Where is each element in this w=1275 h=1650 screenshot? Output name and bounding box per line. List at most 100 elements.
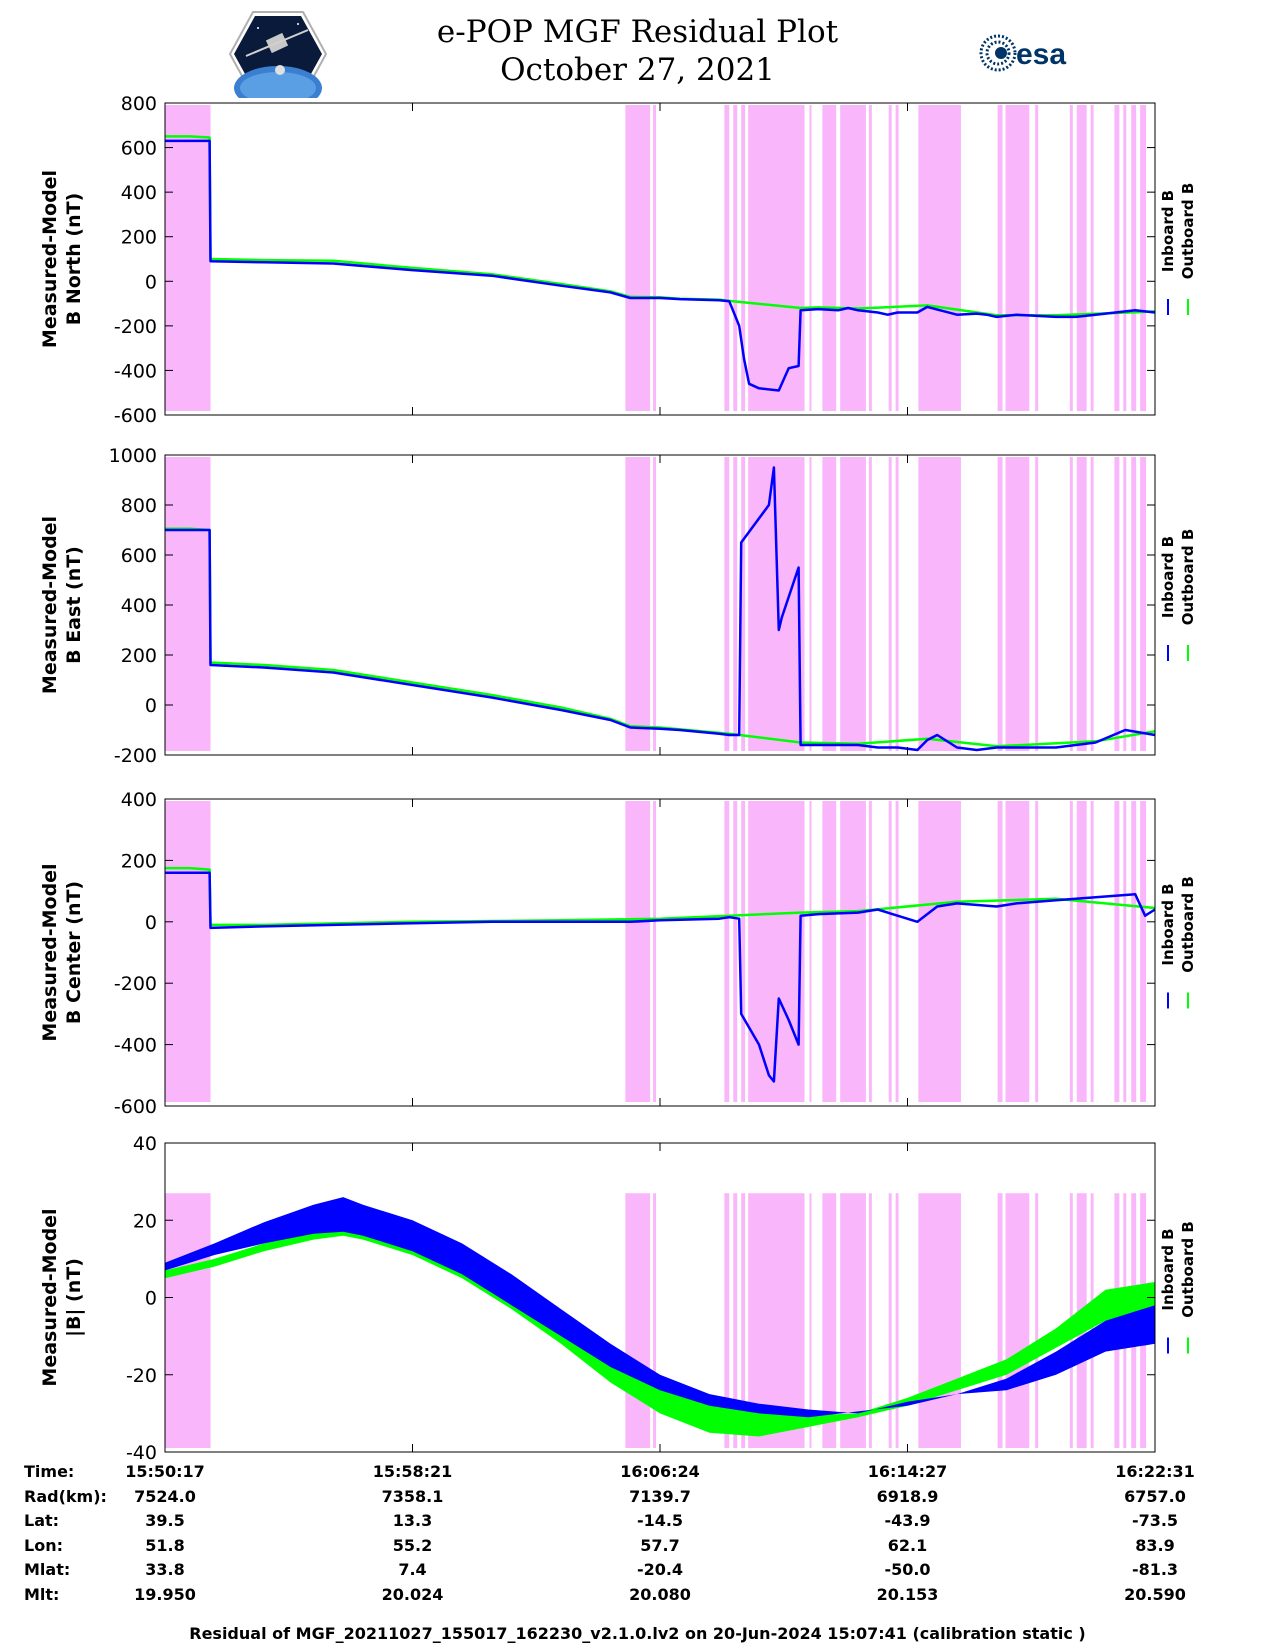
shaded-interval — [888, 801, 892, 1102]
y-axis-label: Measured-Model — [39, 170, 61, 348]
panel-3: -600 -400 -200 0 200 400 Measured-Model B Cente… — [39, 789, 1197, 1118]
shaded-interval — [1076, 457, 1087, 751]
y-axis-label: |B| (nT) — [63, 1258, 85, 1337]
y-tick-label: -600 — [114, 405, 157, 427]
ephemeris-value: 6757.0 — [1124, 1486, 1186, 1506]
panel-1: -600 -400 -200 0 200 400 600 800 Measured-Model B… — [39, 93, 1197, 427]
shaded-interval — [868, 105, 872, 411]
shaded-interval — [165, 105, 211, 411]
shaded-interval — [1114, 801, 1120, 1102]
shaded-interval — [888, 457, 892, 751]
ephemeris-value: -14.5 — [636, 1511, 684, 1530]
shaded-interval — [895, 1193, 899, 1448]
shaded-interval — [165, 457, 211, 751]
shaded-interval — [1123, 457, 1127, 751]
ephemeris-value: 33.8 — [145, 1560, 185, 1579]
shaded-interval — [840, 1193, 866, 1448]
ephemeris-value: 16:22:31 — [1115, 1462, 1195, 1481]
ephemeris-row-label: Lon: — [24, 1535, 63, 1555]
ephemeris-row-label: Lat: — [24, 1511, 60, 1530]
shaded-interval — [1114, 457, 1120, 751]
shaded-interval — [748, 457, 805, 751]
y-tick-label: -200 — [114, 745, 157, 767]
shaded-interval — [1005, 457, 1030, 751]
shaded-interval — [1005, 105, 1030, 411]
shaded-interval — [1069, 457, 1073, 751]
ephemeris-value: 7524.0 — [134, 1486, 196, 1506]
shaded-interval — [733, 105, 738, 411]
legend-label: Outboard B — [1179, 1221, 1197, 1318]
ephemeris-value: -81.3 — [1131, 1560, 1179, 1579]
shaded-interval — [1123, 105, 1127, 411]
shaded-interval — [625, 105, 651, 411]
ephemeris-value: 20.153 — [876, 1584, 939, 1604]
legend-label: Outboard B — [1179, 876, 1197, 973]
ephemeris-value: 20.590 — [1124, 1584, 1186, 1604]
y-tick-label: -200 — [114, 316, 157, 338]
panel-4: -40 -20 0 20 40 Measured-Model |B| (nT) Inboard… — [39, 1133, 1197, 1460]
shaded-interval — [741, 105, 746, 411]
shaded-interval — [1090, 105, 1094, 411]
ephemeris-value: 7358.1 — [381, 1486, 444, 1506]
ephemeris-value: 16:06:24 — [620, 1462, 700, 1481]
shaded-interval — [1114, 105, 1120, 411]
legend-label: Outboard B — [1179, 529, 1197, 626]
shaded-interval — [1035, 457, 1039, 751]
ephemeris-value: 83.9 — [1135, 1535, 1175, 1555]
y-tick-label: 400 — [121, 595, 157, 617]
shaded-interval — [822, 457, 837, 751]
y-tick-label: 0 — [145, 271, 157, 293]
ephemeris-value: -73.5 — [1131, 1511, 1179, 1530]
ephemeris-row-label: Time: — [24, 1462, 75, 1481]
shaded-interval — [741, 457, 746, 751]
y-tick-label: 0 — [145, 1288, 157, 1310]
shaded-interval — [625, 457, 651, 751]
shaded-interval — [741, 801, 746, 1102]
shaded-interval — [625, 801, 651, 1102]
legend-label: Inboard B — [1159, 1228, 1177, 1310]
shaded-interval — [653, 457, 657, 751]
shaded-interval — [1076, 801, 1087, 1102]
series-line-inboard-b — [165, 466, 1156, 752]
shaded-interval — [895, 801, 899, 1102]
ephemeris-value: 15:50:17 — [125, 1462, 205, 1481]
series-line-inboard-b — [165, 871, 1156, 1083]
y-axis-label: B East (nT) — [63, 546, 85, 664]
y-tick-label: 800 — [121, 495, 157, 517]
ephemeris-table: Time: Rad(km): Lat: Lon: Mlat: Mlt: 15:50:17 75… — [0, 1462, 1275, 1612]
shaded-interval — [822, 105, 837, 411]
ephemeris-row-label: Mlat: — [24, 1560, 71, 1579]
ephemeris-value: -43.9 — [884, 1511, 931, 1530]
shaded-interval — [1140, 801, 1147, 1102]
ephemeris-value: 62.1 — [887, 1535, 928, 1555]
y-axis-label: Measured-Model — [39, 1208, 61, 1386]
shaded-interval — [653, 105, 657, 411]
y-axis-label: Measured-Model — [39, 863, 61, 1041]
ephemeris-value: 16:14:27 — [867, 1462, 948, 1481]
shaded-interval — [733, 1193, 738, 1448]
y-tick-label: -400 — [114, 1035, 157, 1057]
plot-date: October 27, 2021 — [500, 52, 775, 88]
ephemeris-value: 39.5 — [145, 1511, 185, 1530]
y-tick-label: 200 — [121, 227, 157, 249]
ephemeris-value: 15:58:21 — [372, 1462, 453, 1481]
esa-logo: esa — [979, 34, 1066, 72]
y-tick-label: -600 — [114, 1096, 157, 1118]
shaded-interval — [822, 801, 837, 1102]
shaded-interval — [895, 457, 899, 751]
shaded-interval — [625, 1193, 651, 1448]
shaded-interval — [1131, 457, 1137, 751]
shaded-interval — [653, 1193, 657, 1448]
y-tick-label: -20 — [126, 1365, 157, 1387]
shaded-interval — [1035, 1193, 1039, 1448]
series-line-inboard-b — [165, 139, 1156, 392]
shaded-interval — [748, 105, 805, 411]
shaded-interval — [895, 105, 899, 411]
shaded-interval — [1035, 801, 1039, 1102]
shaded-interval — [1035, 105, 1039, 411]
shaded-interval — [997, 1193, 1003, 1448]
y-tick-label: 400 — [121, 182, 157, 204]
shaded-interval — [918, 1193, 961, 1448]
ephemeris-value: 6918.9 — [876, 1486, 939, 1506]
shaded-interval — [1090, 801, 1094, 1102]
